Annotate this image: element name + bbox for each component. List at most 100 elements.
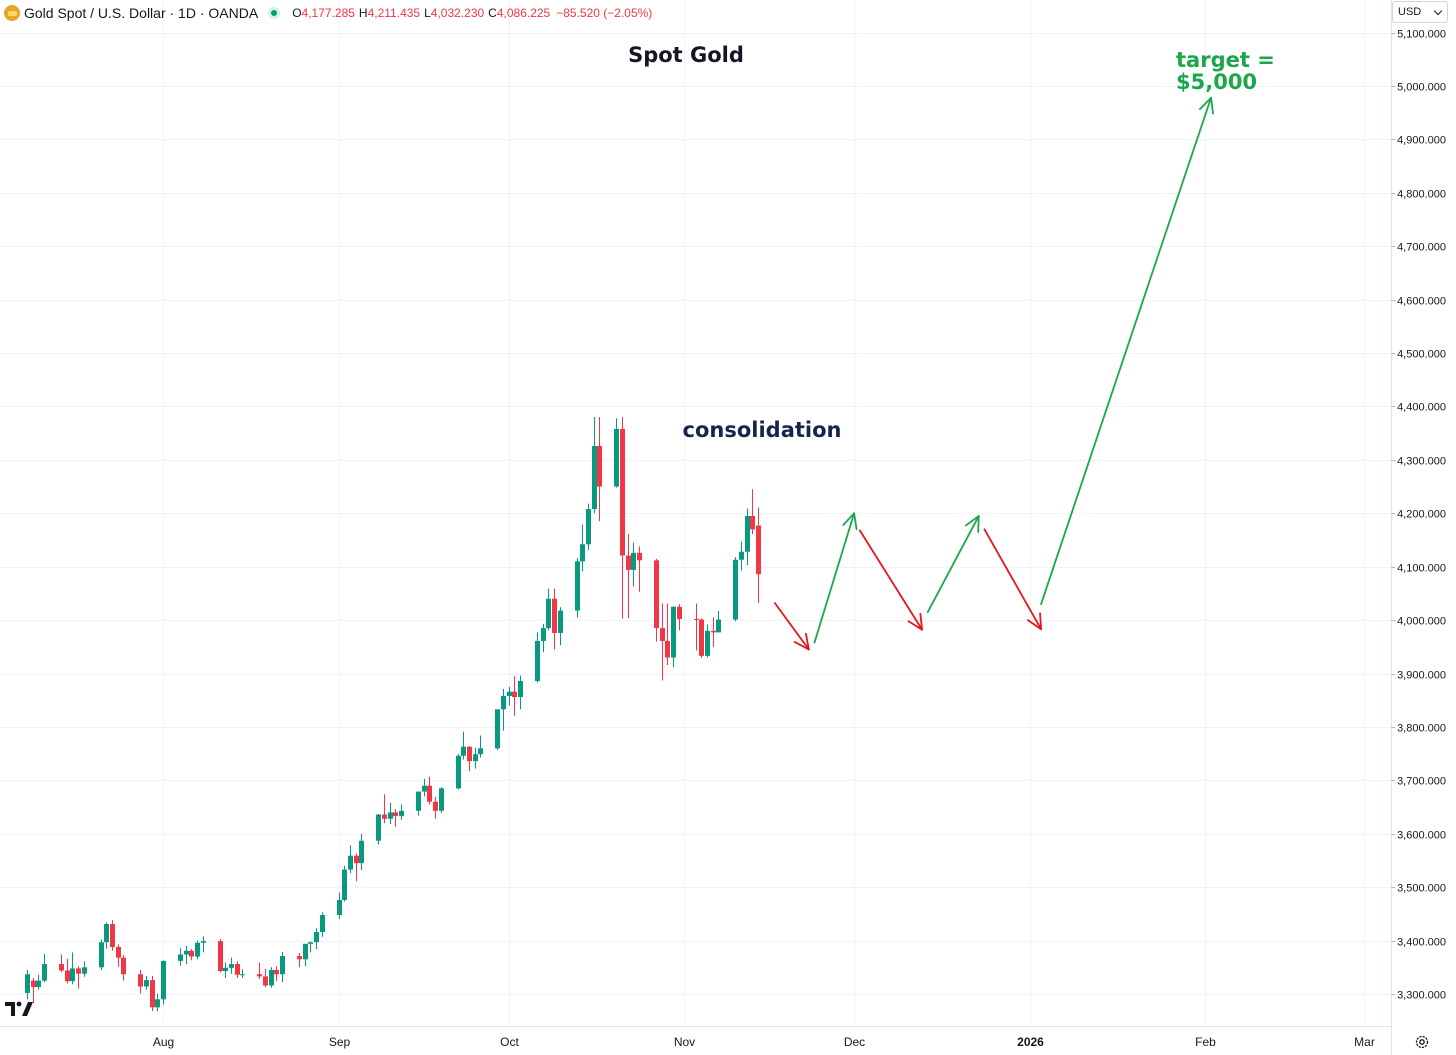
projection-segment bbox=[926, 515, 980, 614]
price-tick-label: 5,100.000 bbox=[1397, 29, 1446, 41]
candle-body bbox=[456, 755, 461, 789]
candle-body bbox=[705, 630, 710, 656]
chevron-down-icon bbox=[1433, 6, 1443, 16]
candle-body bbox=[467, 746, 472, 762]
price-tick-label: 3,900.000 bbox=[1397, 670, 1446, 682]
candle-body bbox=[665, 640, 670, 658]
candle-body bbox=[110, 924, 115, 947]
price-tick-label: 4,600.000 bbox=[1397, 296, 1446, 308]
candle-body bbox=[138, 974, 143, 987]
gear-icon[interactable] bbox=[1414, 1034, 1430, 1050]
symbol-title[interactable]: Gold Spot / U.S. Dollar · 1D · OANDA bbox=[24, 5, 259, 21]
candle-body bbox=[671, 606, 676, 658]
price-tick-label: 4,800.000 bbox=[1397, 189, 1446, 201]
candle-body bbox=[501, 695, 506, 710]
projection-segment bbox=[1040, 96, 1212, 605]
projection-arrowhead bbox=[793, 632, 810, 651]
price-tick-label: 4,900.000 bbox=[1397, 135, 1446, 147]
candle-body bbox=[575, 561, 580, 611]
price-tick-label: 3,600.000 bbox=[1397, 830, 1446, 842]
high-key: H bbox=[358, 6, 368, 20]
candle-body bbox=[756, 525, 761, 575]
candle-body bbox=[495, 709, 500, 749]
candle-body bbox=[711, 630, 716, 633]
candle-body bbox=[558, 610, 563, 633]
gold-coin-icon bbox=[4, 5, 20, 21]
price-tick-label: 4,300.000 bbox=[1397, 456, 1446, 468]
price-tick-label: 4,500.000 bbox=[1397, 349, 1446, 361]
candle-body bbox=[626, 555, 631, 570]
candle-body bbox=[223, 967, 228, 972]
candle-body bbox=[280, 956, 285, 975]
candle-body bbox=[314, 932, 319, 943]
candle-body bbox=[31, 980, 36, 988]
candle-body bbox=[161, 960, 166, 1000]
candle-body bbox=[427, 785, 432, 802]
time-tick-label: Sep bbox=[329, 1035, 351, 1049]
currency-selector[interactable]: USD bbox=[1392, 1, 1448, 23]
candle-body bbox=[433, 801, 438, 811]
candle-body bbox=[586, 509, 591, 545]
price-scale[interactable]: 3,300.000 3,400.000 3,500.000 3,600.000 3,70… bbox=[1391, 29, 1446, 1002]
price-tick-label: 5,000.000 bbox=[1397, 82, 1446, 94]
candle-body bbox=[195, 942, 200, 957]
tradingview-logo-icon[interactable] bbox=[5, 999, 35, 1017]
candle-body bbox=[614, 428, 619, 487]
candle-body bbox=[580, 544, 585, 562]
candle-body bbox=[739, 551, 744, 560]
candle-body bbox=[733, 559, 738, 620]
candle-body bbox=[297, 956, 302, 960]
price-tick-label: 3,300.000 bbox=[1397, 990, 1446, 1002]
candle-body bbox=[25, 974, 30, 993]
candle-body bbox=[541, 628, 546, 641]
candle-body bbox=[65, 970, 70, 982]
projection-arrowhead bbox=[907, 612, 924, 631]
candle-body bbox=[42, 964, 47, 981]
candle-body bbox=[121, 957, 126, 975]
candle-body bbox=[660, 628, 665, 641]
time-tick-label: Oct bbox=[500, 1035, 519, 1049]
candlestick-series bbox=[25, 417, 761, 1012]
candle-body bbox=[631, 552, 636, 570]
candle-body bbox=[189, 950, 194, 957]
candle-body bbox=[620, 428, 625, 556]
candle-body bbox=[416, 791, 421, 811]
candle-body bbox=[36, 980, 41, 988]
change-value: −85.520 (−2.05%) bbox=[556, 6, 653, 20]
candle-body bbox=[518, 681, 523, 698]
candle-body bbox=[144, 980, 149, 987]
candle-body bbox=[393, 812, 398, 817]
close-value: 4,086.225 bbox=[496, 6, 551, 20]
candle-body bbox=[274, 969, 279, 975]
candle-body bbox=[269, 969, 274, 986]
low-value: 4,032.230 bbox=[430, 6, 485, 20]
price-tick-label: 4,100.000 bbox=[1397, 563, 1446, 575]
candle-body bbox=[155, 999, 160, 1008]
projection-arrowhead bbox=[964, 515, 980, 533]
price-tick-label: 3,800.000 bbox=[1397, 723, 1446, 735]
candle-body bbox=[116, 946, 121, 958]
candle-body bbox=[473, 754, 478, 762]
market-status-dot-icon[interactable] bbox=[268, 7, 281, 19]
price-tick-label: 3,400.000 bbox=[1397, 937, 1446, 949]
time-scale[interactable]: Aug Sep Oct Nov Dec 2026 Feb Mar bbox=[153, 1035, 1375, 1049]
candle-body bbox=[461, 746, 466, 756]
open-value: 4,177.285 bbox=[301, 6, 355, 20]
chart-grid bbox=[0, 0, 1391, 1026]
candle-body bbox=[512, 691, 517, 698]
low-key: L bbox=[424, 6, 431, 20]
candle-body bbox=[552, 598, 557, 633]
price-tick-label: 4,000.000 bbox=[1397, 616, 1446, 628]
candle-body bbox=[359, 840, 364, 864]
price-tick-label: 4,400.000 bbox=[1397, 402, 1446, 414]
candle-body bbox=[654, 560, 659, 629]
consolidation-annotation: consolidation bbox=[683, 418, 842, 442]
price-tick-label: 3,700.000 bbox=[1397, 776, 1446, 788]
candle-body bbox=[342, 869, 347, 900]
candle-body bbox=[376, 814, 381, 841]
candle-body bbox=[694, 619, 699, 621]
time-tick-label: Nov bbox=[674, 1035, 695, 1049]
target-annotation-line2: $5,000 bbox=[1176, 70, 1257, 94]
time-tick-label: Aug bbox=[153, 1035, 174, 1049]
